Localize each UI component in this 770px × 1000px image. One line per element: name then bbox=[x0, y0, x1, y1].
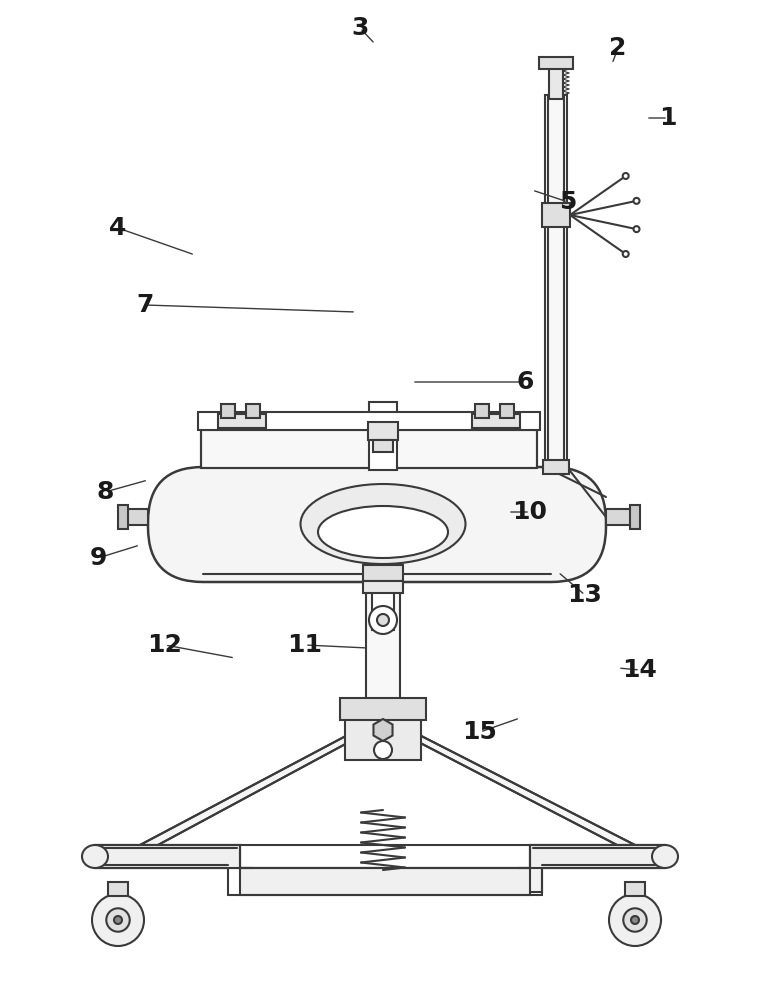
Bar bbox=[606, 509, 632, 525]
Ellipse shape bbox=[300, 484, 466, 564]
Text: 3: 3 bbox=[351, 16, 369, 40]
Text: 9: 9 bbox=[89, 546, 107, 570]
Bar bbox=[549, 67, 563, 99]
Circle shape bbox=[106, 908, 129, 932]
Bar bbox=[108, 882, 128, 896]
Text: 13: 13 bbox=[567, 583, 602, 607]
Bar bbox=[366, 570, 400, 720]
Polygon shape bbox=[373, 719, 393, 741]
Text: 7: 7 bbox=[136, 293, 154, 317]
Text: 15: 15 bbox=[463, 720, 497, 744]
Bar bbox=[363, 565, 403, 581]
Circle shape bbox=[92, 894, 144, 946]
Circle shape bbox=[609, 894, 661, 946]
Circle shape bbox=[631, 916, 639, 924]
Text: 10: 10 bbox=[513, 500, 547, 524]
Circle shape bbox=[634, 226, 640, 232]
Bar bbox=[221, 404, 235, 418]
Bar bbox=[340, 698, 426, 720]
Circle shape bbox=[369, 606, 397, 634]
Bar bbox=[122, 509, 148, 525]
FancyBboxPatch shape bbox=[148, 467, 606, 582]
Bar bbox=[201, 430, 537, 468]
Bar bbox=[543, 460, 569, 474]
Text: 4: 4 bbox=[109, 216, 127, 240]
Text: 12: 12 bbox=[148, 633, 182, 657]
Bar bbox=[118, 505, 128, 529]
Text: 14: 14 bbox=[623, 658, 658, 682]
Circle shape bbox=[634, 198, 640, 204]
Polygon shape bbox=[376, 720, 635, 845]
Bar bbox=[475, 404, 489, 418]
Bar bbox=[368, 422, 398, 440]
Bar bbox=[530, 845, 665, 868]
Text: 8: 8 bbox=[96, 480, 114, 504]
Bar bbox=[95, 845, 240, 868]
Bar bbox=[500, 404, 514, 418]
Bar bbox=[625, 882, 645, 896]
Ellipse shape bbox=[82, 845, 108, 868]
Bar bbox=[198, 412, 540, 430]
Bar bbox=[630, 505, 640, 529]
Ellipse shape bbox=[318, 506, 448, 558]
Circle shape bbox=[114, 916, 122, 924]
Bar bbox=[240, 868, 530, 895]
Text: 2: 2 bbox=[609, 36, 627, 60]
Bar bbox=[372, 490, 394, 630]
Bar bbox=[545, 95, 567, 472]
Bar bbox=[369, 402, 397, 470]
Polygon shape bbox=[140, 720, 390, 845]
Text: 1: 1 bbox=[659, 106, 677, 130]
Bar bbox=[542, 203, 570, 227]
Polygon shape bbox=[95, 845, 665, 892]
Bar bbox=[218, 414, 266, 428]
Circle shape bbox=[623, 173, 628, 179]
Ellipse shape bbox=[652, 845, 678, 868]
Circle shape bbox=[623, 251, 628, 257]
Text: 11: 11 bbox=[287, 633, 323, 657]
Bar bbox=[539, 57, 573, 69]
Text: 5: 5 bbox=[559, 190, 577, 214]
Bar bbox=[373, 440, 393, 452]
Circle shape bbox=[374, 741, 392, 759]
Circle shape bbox=[377, 614, 389, 626]
Bar bbox=[363, 581, 403, 593]
Circle shape bbox=[623, 908, 647, 932]
Text: 6: 6 bbox=[517, 370, 534, 394]
Bar bbox=[246, 404, 260, 418]
Bar bbox=[345, 718, 421, 760]
Bar bbox=[472, 414, 520, 428]
Bar bbox=[548, 95, 564, 472]
